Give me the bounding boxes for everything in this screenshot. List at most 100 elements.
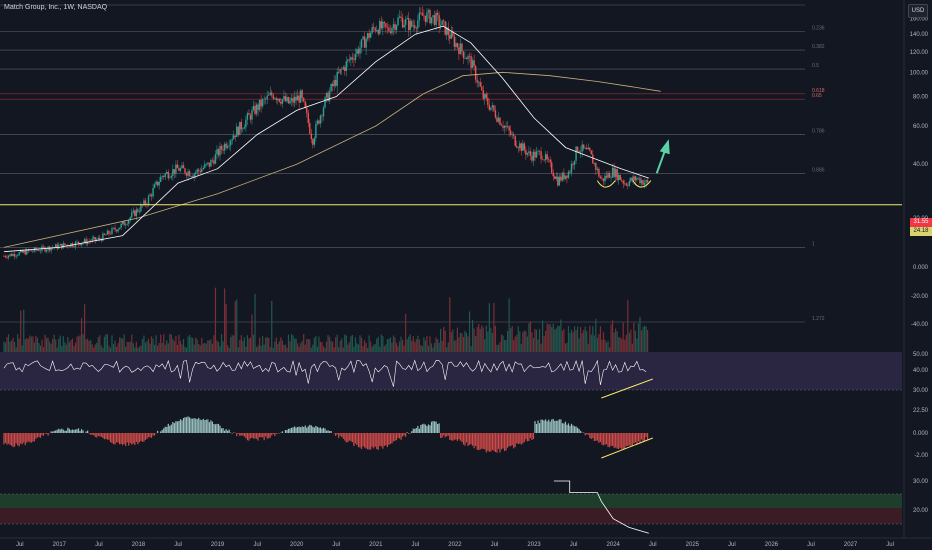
macd-histogram-bar <box>488 433 490 452</box>
volume-bar <box>61 345 63 352</box>
candle-body <box>68 246 71 247</box>
volume-bar <box>207 340 209 352</box>
candle-body <box>50 247 52 251</box>
volume-bar <box>254 293 256 352</box>
macd-histogram-bar <box>510 433 512 447</box>
candle-body <box>19 250 22 253</box>
macd-histogram-bar <box>487 433 489 451</box>
candle-body <box>4 256 7 258</box>
candle-body <box>10 254 13 257</box>
volume-bar <box>592 326 594 352</box>
macd-histogram-bar <box>538 423 541 433</box>
candle-body <box>336 72 338 86</box>
volume-bar <box>505 339 507 352</box>
candle-body <box>359 47 361 54</box>
volume-bar <box>258 337 261 352</box>
candle-body <box>388 27 390 32</box>
candle-body <box>544 154 547 160</box>
macd-histogram-bar <box>295 427 297 433</box>
candle-body <box>56 244 58 249</box>
candle-body <box>167 171 169 179</box>
volume-bar <box>182 338 185 352</box>
volume-bar <box>643 325 646 352</box>
candle-body <box>170 175 173 178</box>
macd-histogram-bar <box>624 433 626 449</box>
volume-bar <box>90 340 92 352</box>
volume-bar <box>123 334 125 352</box>
volume-bar <box>91 344 93 352</box>
volume-bar <box>205 343 207 352</box>
volume-bar <box>176 344 179 352</box>
bottom-curve <box>632 180 652 188</box>
volume-bar <box>149 343 151 352</box>
volume-bar <box>284 344 287 352</box>
macd-histogram-bar <box>351 433 354 443</box>
volume-bar <box>39 345 42 352</box>
volume-bar <box>437 339 439 352</box>
macd-histogram-bar <box>64 430 66 433</box>
volume-bar <box>319 341 322 352</box>
volume-bar <box>14 341 16 352</box>
candle-body <box>613 167 615 177</box>
macd-histogram-bar <box>642 433 644 443</box>
volume-bar <box>324 347 326 352</box>
candle-body <box>450 31 453 39</box>
volume-bar <box>397 346 399 352</box>
candle-body <box>15 255 17 257</box>
candle-body <box>601 178 603 180</box>
candle-body <box>602 178 605 182</box>
volume-bar <box>367 347 369 352</box>
macd-histogram-bar <box>271 433 273 436</box>
candle-body <box>637 177 640 179</box>
candle-body <box>543 159 545 161</box>
macd-histogram-bar <box>611 433 614 446</box>
macd-histogram-bar <box>517 433 519 445</box>
volume-bar <box>596 337 598 352</box>
oscillator-pane[interactable] <box>0 480 902 534</box>
candle-body <box>131 212 133 218</box>
time-tick-label: Jul <box>16 542 24 548</box>
volume-bar <box>248 338 250 352</box>
candle-body <box>499 117 501 125</box>
macd-histogram-bar <box>417 425 419 433</box>
macd-histogram-bar <box>566 424 568 433</box>
macd-histogram-bar <box>339 433 341 436</box>
candle-body <box>418 12 421 21</box>
price-axis[interactable]: 160.00 140.00 120.00 100.00 80.00 60.00 40.00 2… <box>903 0 929 538</box>
time-axis[interactable]: Jul 2017 Jul 2018 Jul 2019 Jul 2020 Jul 2021 Jul 20… <box>0 537 932 548</box>
macd-histogram-bar <box>443 433 445 436</box>
volume-bar <box>561 331 563 352</box>
volume-bar <box>371 346 373 352</box>
volume-bar <box>29 335 31 352</box>
candle-body <box>59 243 61 246</box>
macd-histogram-bar <box>90 433 92 435</box>
fib-level-label: 0.786 <box>812 129 825 135</box>
candle-body <box>62 243 64 249</box>
time-tick-label: Jul <box>95 542 103 548</box>
currency-button[interactable]: USD <box>908 4 928 18</box>
macd-histogram-bar <box>500 433 503 450</box>
candle-body <box>281 99 284 104</box>
macd-histogram-bar <box>153 433 156 436</box>
candle-body <box>479 82 481 87</box>
volume-bar <box>639 316 641 352</box>
candle-body <box>42 246 45 248</box>
macd-histogram-bar <box>292 427 294 433</box>
macd-histogram-bar <box>211 421 214 433</box>
candle-body <box>278 98 281 102</box>
rsi-pane[interactable] <box>0 352 902 399</box>
candle-body <box>586 147 588 150</box>
volume-pane[interactable] <box>3 287 649 352</box>
macd-pane[interactable] <box>3 416 653 459</box>
candle-body <box>184 168 186 174</box>
rsi-tick-label: 50.00 <box>913 352 929 358</box>
volume-bar <box>630 329 632 352</box>
macd-histogram-bar <box>596 433 598 441</box>
macd-histogram-bar <box>615 433 617 448</box>
time-tick-label: 2026 <box>765 542 779 548</box>
candle-body <box>557 176 559 186</box>
macd-histogram-bar <box>523 433 525 443</box>
candle-body <box>38 250 40 252</box>
